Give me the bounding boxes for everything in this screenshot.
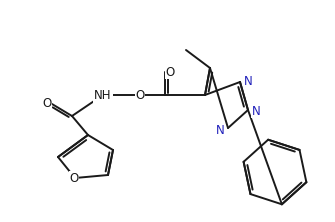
Text: N: N xyxy=(216,123,224,137)
Text: N: N xyxy=(244,75,252,87)
Text: NH: NH xyxy=(94,89,112,101)
Text: O: O xyxy=(69,172,79,184)
Text: O: O xyxy=(135,89,145,101)
Text: O: O xyxy=(42,97,52,109)
Text: O: O xyxy=(165,65,175,79)
Text: N: N xyxy=(252,105,260,117)
